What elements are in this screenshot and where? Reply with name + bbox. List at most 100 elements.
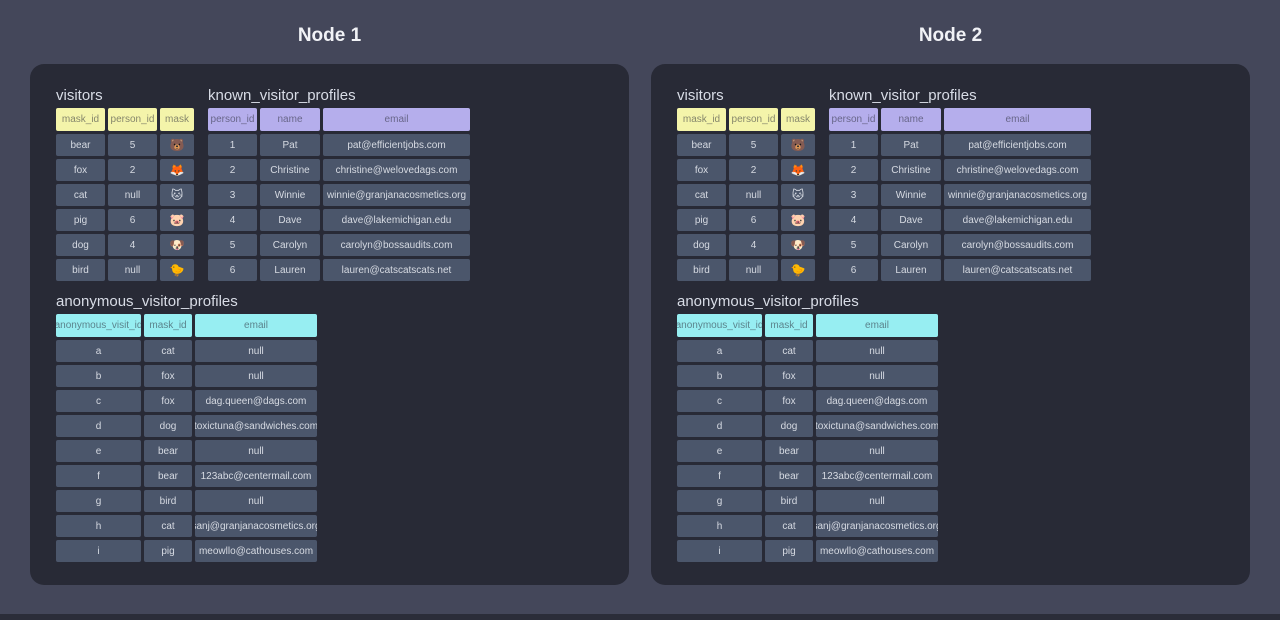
table-cell: null [816,340,938,362]
mask-emoji-cell: 🐶 [160,234,194,256]
table-cell: f [56,465,141,487]
table-cell: 2 [208,159,257,181]
table-cell: Christine [260,159,320,181]
table-cell: h [56,515,141,537]
table-row: 3 Winnie winnie@granjanacosmetics.org [208,184,470,206]
table-cell: b [677,365,762,387]
table-header-row: anonymous_visit_id mask_id email [56,314,603,337]
table-cell: Winnie [881,184,941,206]
table-cell: meowllo@cathouses.com [816,540,938,562]
table-row: h cat sanj@granjanacosmetics.org [677,515,1224,537]
table-cell: 4 [208,209,257,231]
table-anonymous-visitor-profiles: anonymous_visitor_profiles anonymous_vis… [56,294,603,562]
column-header-anonymous_visit_id: anonymous_visit_id [677,314,762,337]
table-known-visitor-profiles: known_visitor_profiles person_id name emai… [829,88,1091,281]
table-cell: 4 [108,234,157,256]
table-row: pig 6 🐷 [677,209,815,231]
node-1-column: Node 1 visitors mask_id person_id mask bea… [30,0,629,620]
table-cell: 2 [729,159,778,181]
table-cell: christine@welovedags.com [944,159,1091,181]
table-cell: fox [765,365,813,387]
table-visitors: visitors mask_id person_id mask bear 5 🐻 fox 2… [677,88,815,281]
table-header-row: person_id name email [208,108,470,131]
table-row: 5 Carolyn carolyn@bossaudits.com [208,234,470,256]
table-visitors: visitors mask_id person_id mask bear 5 🐻 fox 2… [56,88,194,281]
table-body: bear 5 🐻 fox 2 🦊 cat null 🐱 pig 6 🐷 dog 4 🐶 bird null 🐤 [677,134,815,281]
table-row: e bear null [677,440,1224,462]
table-cell: bear [56,134,105,156]
column-header-mask: mask [781,108,815,131]
table-cell: dag.queen@dags.com [195,390,317,412]
table-cell: bear [765,440,813,462]
table-cell: cat [677,184,726,206]
column-header-mask_id: mask_id [56,108,105,131]
mask-emoji-cell: 🐻 [160,134,194,156]
table-row: a cat null [677,340,1224,362]
table-cell: cat [765,340,813,362]
table-cell: null [816,490,938,512]
table-row: a cat null [56,340,603,362]
node-title: Node 2 [918,25,983,46]
table-cell: 4 [729,234,778,256]
column-header-name: name [881,108,941,131]
table-cell: cat [144,515,192,537]
table-cell: d [677,415,762,437]
column-header-person_id: person_id [208,108,257,131]
table-cell: dog [677,234,726,256]
table-cell: 1 [208,134,257,156]
table-cell: 5 [208,234,257,256]
column-header-mask_id: mask_id [677,108,726,131]
table-row: 2 Christine christine@welovedags.com [208,159,470,181]
node-1-panel: visitors mask_id person_id mask bear 5 🐻 fox 2… [30,64,629,585]
table-row: 2 Christine christine@welovedags.com [829,159,1091,181]
column-header-person_id: person_id [829,108,878,131]
table-cell: null [729,184,778,206]
table-cell: a [677,340,762,362]
table-cell: Dave [881,209,941,231]
column-header-mask: mask [160,108,194,131]
table-cell: toxictuna@sandwiches.com [195,415,317,437]
table-row: g bird null [56,490,603,512]
node-2-column: Node 2 visitors mask_id person_id mask bea… [651,0,1250,620]
table-cell: cat [56,184,105,206]
table-cell: null [195,365,317,387]
table-row: d dog toxictuna@sandwiches.com [56,415,603,437]
table-cell: fox [144,365,192,387]
column-header-email: email [816,314,938,337]
table-row: b fox null [56,365,603,387]
table-cell: Dave [260,209,320,231]
table-title: known_visitor_profiles [829,87,977,104]
table-cell: null [816,440,938,462]
mask-emoji-cell: 🐻 [781,134,815,156]
table-anonymous-visitor-profiles: anonymous_visitor_profiles anonymous_vis… [677,294,1224,562]
table-row: 4 Dave dave@lakemichigan.edu [208,209,470,231]
table-cell: g [56,490,141,512]
column-header-anonymous_visit_id: anonymous_visit_id [56,314,141,337]
table-cell: dag.queen@dags.com [816,390,938,412]
mask-emoji-cell: 🐷 [781,209,815,231]
table-cell: Lauren [260,259,320,281]
bottom-edge-bar [0,614,1280,620]
table-cell: bird [144,490,192,512]
table-cell: 2 [829,159,878,181]
table-cell: c [677,390,762,412]
table-body: bear 5 🐻 fox 2 🦊 cat null 🐱 pig 6 🐷 dog 4 🐶 bird null 🐤 [56,134,194,281]
mask-emoji-cell: 🦊 [160,159,194,181]
table-row: f bear 123abc@centermail.com [677,465,1224,487]
table-cell: cat [144,340,192,362]
table-cell: null [195,490,317,512]
table-cell: null [108,259,157,281]
table-body: a cat null b fox null c fox dag.queen@dags.com d d… [677,340,1224,562]
table-cell: Carolyn [260,234,320,256]
table-cell: g [677,490,762,512]
table-row: h cat sanj@granjanacosmetics.org [56,515,603,537]
table-row: 6 Lauren lauren@catscatscats.net [208,259,470,281]
table-row: b fox null [677,365,1224,387]
table-cell: lauren@catscatscats.net [323,259,470,281]
table-row: 1 Pat pat@efficientjobs.com [829,134,1091,156]
table-cell: bear [144,440,192,462]
table-row: bear 5 🐻 [677,134,815,156]
table-row: i pig meowllo@cathouses.com [677,540,1224,562]
table-cell: bird [765,490,813,512]
node-2-panel: visitors mask_id person_id mask bear 5 🐻 fox 2… [651,64,1250,585]
